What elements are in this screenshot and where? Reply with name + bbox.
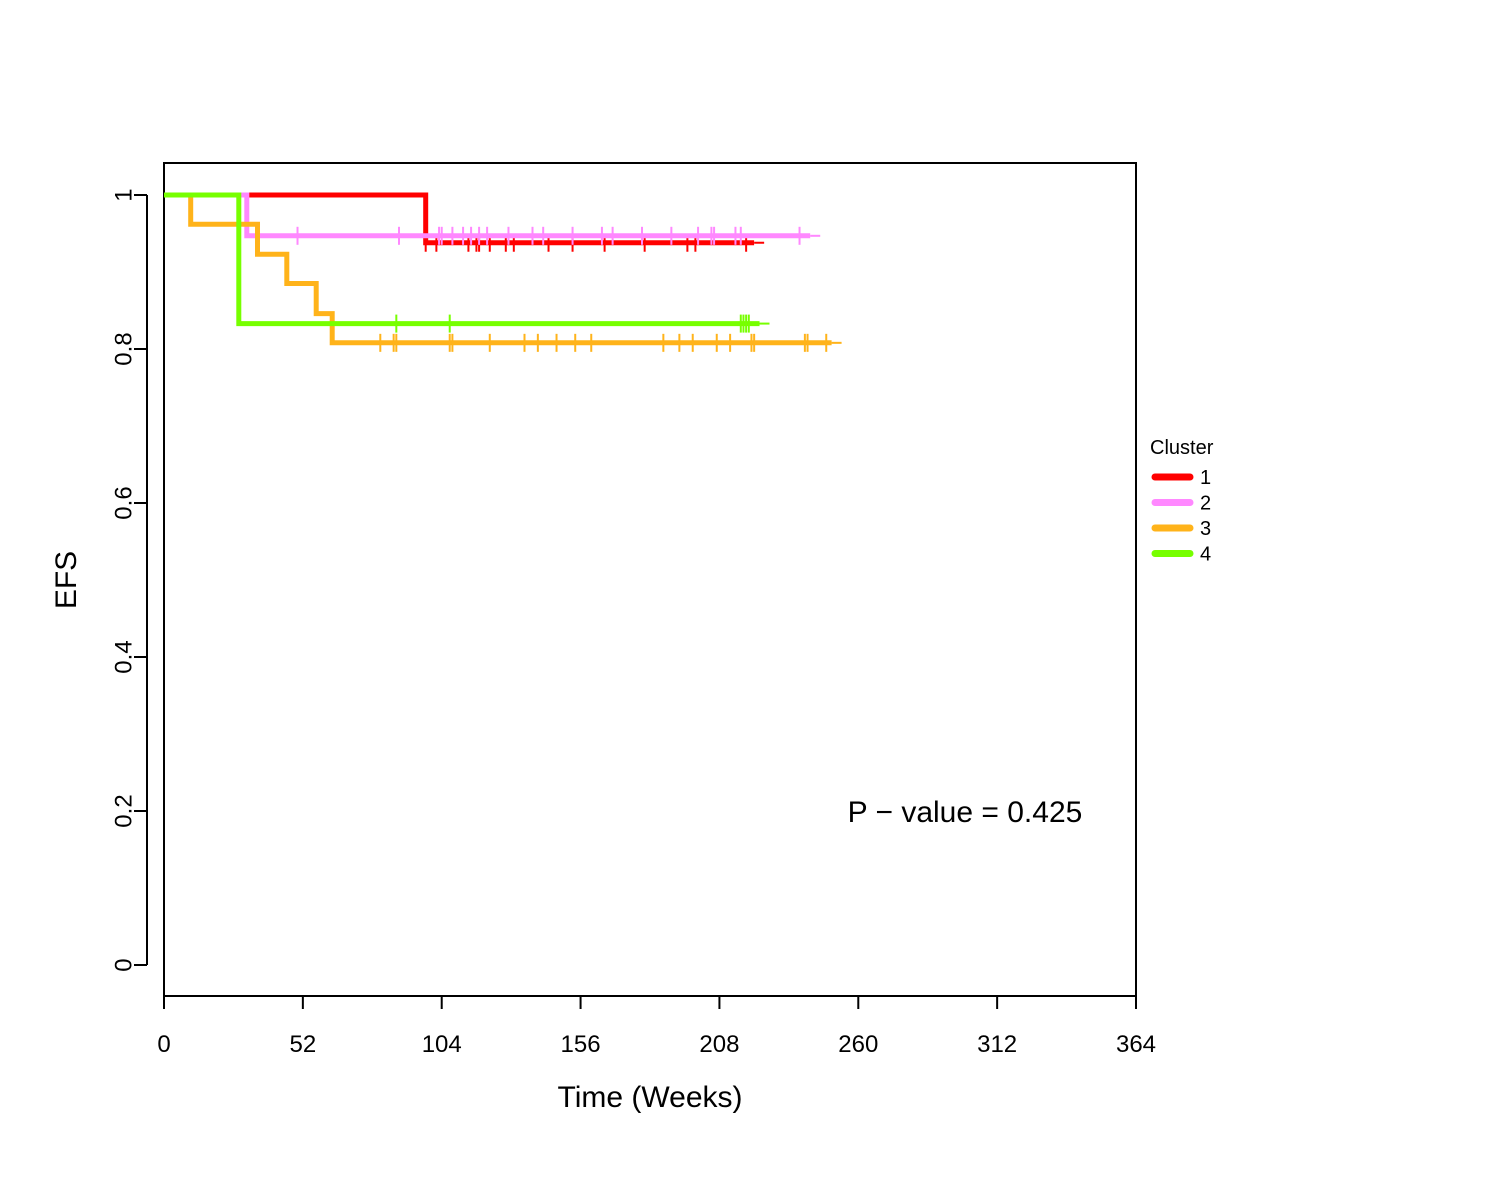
y-tick-label: 0.4 [111,640,138,673]
y-tick-label: 0.2 [111,794,138,827]
legend-title: Cluster [1150,437,1214,459]
survival-curve-4 [164,192,760,327]
legend-label: 1 [1200,467,1211,489]
x-tick-label: 260 [838,1031,878,1058]
y-tick-label: 0.6 [111,486,138,519]
legend-item-4: 4 [1151,544,1211,566]
legend-item-2: 2 [1151,493,1211,515]
y-tick-label: 0.8 [111,332,138,365]
y-tick-label: 1 [111,188,138,201]
legend-label: 2 [1200,493,1211,515]
legend-label: 4 [1200,544,1211,566]
x-tick-label: 104 [422,1031,462,1058]
series-2 [164,192,821,245]
x-tick-label: 52 [290,1031,317,1058]
plot-frame [163,162,1137,997]
series-3 [164,192,842,352]
survival-curve-3 [164,192,832,346]
y-axis: 0 0.2 0.4 0.6 0.8 1 [111,188,148,972]
legend-item-3: 3 [1151,518,1211,540]
legend-item-1: 1 [1151,467,1211,489]
x-tick-label: 364 [1116,1031,1156,1058]
x-tick-label: 156 [561,1031,601,1058]
x-tick-label: 0 [157,1031,170,1058]
x-axis: 0 52 104 156 208 260 312 364 [157,996,1156,1058]
survival-curve-1 [164,192,755,246]
x-tick-label: 312 [977,1031,1017,1058]
series-1 [164,192,765,252]
x-axis-title: Time (Weeks) [557,1081,742,1114]
series-layer [164,192,842,352]
legend-label: 3 [1200,518,1211,540]
series-4 [164,192,770,333]
p-value-annotation: P − value = 0.425 [848,796,1083,829]
y-tick-label: 0 [111,958,138,971]
y-axis-title: EFS [50,551,83,609]
x-tick-label: 208 [699,1031,739,1058]
legend: Cluster 1 2 3 4 [1150,437,1214,566]
